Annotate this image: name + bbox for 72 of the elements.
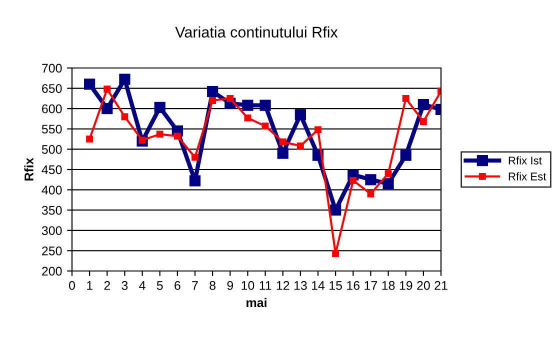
point <box>296 142 304 150</box>
point <box>84 78 96 90</box>
x-tick-label: 6 <box>174 281 180 290</box>
y-tick-label: 250 <box>42 246 62 256</box>
x-tick-label: 7 <box>192 281 198 290</box>
x-tick-label: 15 <box>330 281 342 290</box>
y-axis-title: Rfix <box>24 158 34 180</box>
x-tick-label: 10 <box>242 281 254 290</box>
point <box>330 204 342 216</box>
point <box>365 174 376 186</box>
point <box>244 114 252 122</box>
point <box>294 109 306 120</box>
point <box>279 138 286 146</box>
y-tick-label: 500 <box>42 145 62 154</box>
y-tick-label: 350 <box>42 206 62 215</box>
x-tick-label: 17 <box>364 281 378 290</box>
point <box>192 154 198 161</box>
point <box>262 122 269 130</box>
x-tick-label: 18 <box>382 281 395 290</box>
point <box>242 100 254 111</box>
x-tick-label: 0 <box>69 281 75 290</box>
point <box>209 97 216 104</box>
point <box>121 113 128 120</box>
point <box>277 148 288 159</box>
x-tick-label: 21 <box>434 281 448 290</box>
x-tick-label: 2 <box>104 281 110 290</box>
point <box>207 86 218 98</box>
point <box>420 118 427 126</box>
point <box>418 98 429 110</box>
chart-title: Variatia continutului Rfix <box>175 26 338 38</box>
y-tick-label: 600 <box>42 104 62 114</box>
point <box>189 175 201 186</box>
x-tick-label: 19 <box>400 281 412 290</box>
point <box>174 132 181 140</box>
y-tick-label: 200 <box>42 266 62 276</box>
x-tick-label: 3 <box>122 281 128 290</box>
point <box>350 176 357 184</box>
x-tick-label: 4 <box>139 281 146 290</box>
point <box>402 94 410 102</box>
y-tick-label: 650 <box>42 84 62 93</box>
y-tick-label: 450 <box>42 165 62 174</box>
point <box>119 74 130 85</box>
y-tick-label: 400 <box>42 186 62 194</box>
y-tick-label: 300 <box>42 226 62 236</box>
point <box>367 190 374 198</box>
x-axis-title: mai <box>246 298 266 308</box>
point <box>314 126 322 134</box>
point <box>332 250 340 258</box>
x-tick-label: 20 <box>417 281 430 290</box>
legend-label: Rfix Est <box>508 172 546 180</box>
point <box>156 130 164 138</box>
y-tick-label: 550 <box>42 124 62 134</box>
point <box>400 150 412 161</box>
x-tick-label: 5 <box>156 281 163 290</box>
x-tick-label: 1 <box>87 281 92 290</box>
x-tick-label: 8 <box>210 281 216 290</box>
point <box>382 178 394 190</box>
x-tick-label: 9 <box>227 281 234 290</box>
x-tick-label: 16 <box>347 281 360 290</box>
x-tick-label: 14 <box>312 281 325 290</box>
point <box>154 102 166 113</box>
point <box>104 86 111 93</box>
point <box>260 100 271 111</box>
point <box>102 103 113 114</box>
point <box>226 94 234 102</box>
x-tick-label: 13 <box>294 281 307 290</box>
x-tick-label: 11 <box>260 281 272 290</box>
legend-label: Rfix Ist <box>508 156 542 165</box>
y-tick-label: 700 <box>42 64 62 73</box>
point <box>86 136 94 143</box>
x-tick-label: 12 <box>276 281 290 290</box>
point <box>384 170 392 178</box>
